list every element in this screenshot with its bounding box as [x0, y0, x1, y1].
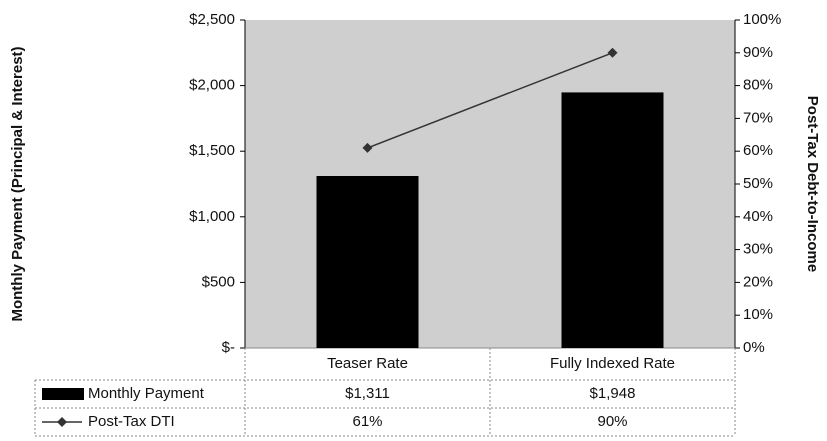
- legend-label: Post-Tax DTI: [88, 413, 175, 430]
- y2-tick-label: 100%: [743, 11, 781, 28]
- table-value: 61%: [352, 413, 382, 430]
- y-tick-label: $-: [222, 339, 235, 356]
- y2-tick-label: 30%: [743, 241, 773, 258]
- legend-key-marker: [57, 417, 67, 427]
- y2-tick-label: 40%: [743, 208, 773, 225]
- y2-tick-label: 60%: [743, 142, 773, 159]
- y2-tick-label: 80%: [743, 77, 773, 94]
- line-marker: [607, 47, 618, 58]
- y-tick-label: $500: [202, 273, 235, 290]
- legend-key: [42, 388, 84, 400]
- y2-tick-label: 70%: [743, 109, 773, 126]
- y-axis-title: Monthly Payment (Principal & Interest): [9, 46, 26, 321]
- y-tick-label: $2,000: [189, 77, 235, 94]
- table-value: 90%: [597, 413, 627, 430]
- x-tick-label: Fully Indexed Rate: [550, 355, 675, 372]
- table-value: $1,311: [345, 385, 390, 402]
- y2-tick-label: 50%: [743, 175, 773, 192]
- y-tick-label: $2,500: [189, 11, 235, 28]
- y2-tick-label: 90%: [743, 44, 773, 61]
- y2-tick-label: 10%: [743, 306, 773, 323]
- legend-label: Monthly Payment: [88, 385, 205, 402]
- y2-tick-label: 0%: [743, 339, 765, 356]
- line: [367, 52, 613, 149]
- y-tick-label: $1,000: [189, 208, 235, 225]
- bar: [316, 175, 419, 348]
- bar: [561, 92, 664, 349]
- line-marker: [362, 142, 373, 153]
- y2-axis-title: Post-Tax Debt-to-Income: [804, 96, 821, 272]
- x-tick-label: Teaser Rate: [327, 355, 408, 372]
- y-tick-label: $1,500: [189, 142, 235, 159]
- y2-tick-label: 20%: [743, 273, 773, 290]
- table-value: $1,948: [590, 385, 636, 402]
